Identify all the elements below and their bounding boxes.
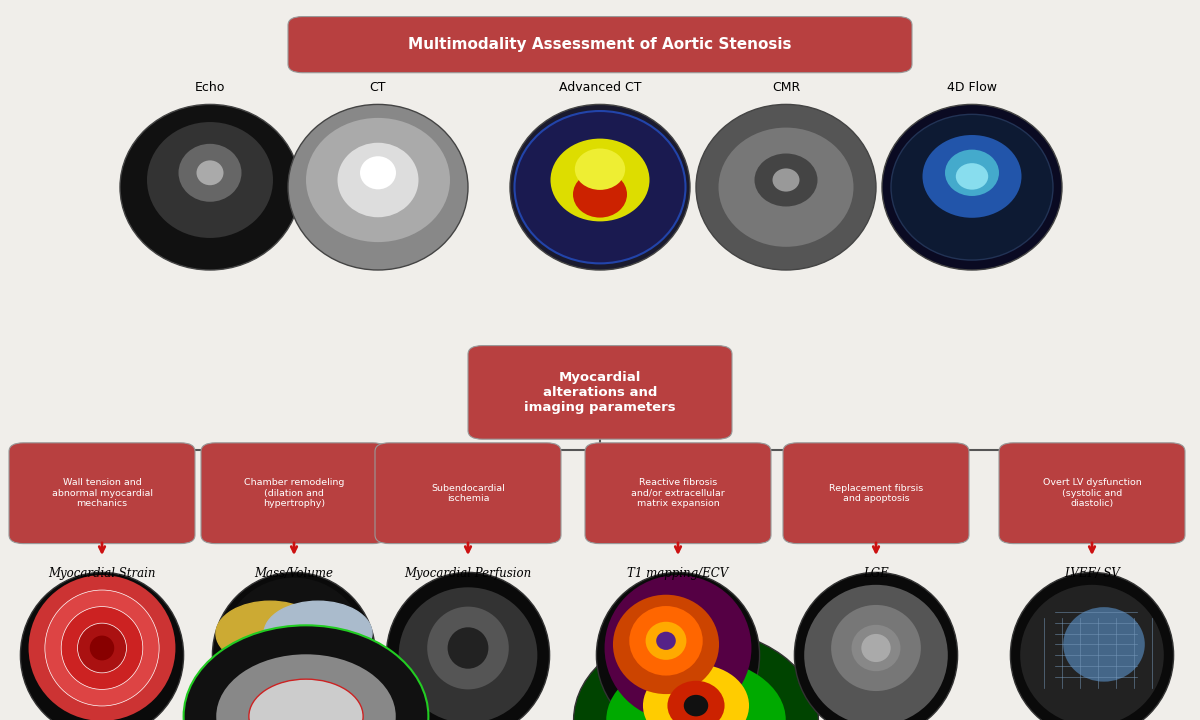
Ellipse shape bbox=[510, 104, 690, 270]
Ellipse shape bbox=[804, 585, 948, 720]
Ellipse shape bbox=[794, 572, 958, 720]
Circle shape bbox=[216, 601, 324, 666]
Ellipse shape bbox=[306, 118, 450, 242]
Ellipse shape bbox=[852, 625, 900, 671]
Ellipse shape bbox=[574, 171, 628, 217]
Ellipse shape bbox=[882, 104, 1062, 270]
Circle shape bbox=[276, 630, 384, 695]
Text: Chamber remodeling
(dilation and
hypertrophy): Chamber remodeling (dilation and hypertr… bbox=[244, 478, 344, 508]
Ellipse shape bbox=[222, 577, 366, 719]
Text: T1 mapping/ECV: T1 mapping/ECV bbox=[628, 567, 728, 580]
Ellipse shape bbox=[29, 575, 175, 720]
Ellipse shape bbox=[667, 681, 725, 720]
Ellipse shape bbox=[596, 572, 760, 720]
Ellipse shape bbox=[684, 695, 708, 716]
Text: Overt LV dysfunction
(systolic and
diastolic): Overt LV dysfunction (systolic and diast… bbox=[1043, 478, 1141, 508]
Ellipse shape bbox=[184, 625, 428, 720]
Text: 4D Flow: 4D Flow bbox=[947, 81, 997, 94]
Ellipse shape bbox=[1063, 607, 1145, 682]
Ellipse shape bbox=[574, 629, 818, 720]
Ellipse shape bbox=[606, 658, 786, 720]
Text: Advanced CT: Advanced CT bbox=[559, 81, 641, 94]
Ellipse shape bbox=[197, 161, 223, 185]
Ellipse shape bbox=[892, 114, 1054, 260]
Ellipse shape bbox=[248, 679, 364, 720]
Ellipse shape bbox=[719, 127, 853, 247]
Ellipse shape bbox=[448, 627, 488, 669]
Ellipse shape bbox=[61, 606, 143, 690]
Ellipse shape bbox=[90, 636, 114, 660]
Ellipse shape bbox=[773, 168, 799, 192]
Ellipse shape bbox=[696, 104, 876, 270]
Ellipse shape bbox=[613, 595, 719, 694]
Ellipse shape bbox=[551, 139, 649, 222]
Text: LVEF/ SV: LVEF/ SV bbox=[1064, 567, 1120, 580]
FancyBboxPatch shape bbox=[374, 443, 562, 544]
Text: CMR: CMR bbox=[772, 81, 800, 94]
Ellipse shape bbox=[148, 122, 274, 238]
Text: LGE: LGE bbox=[863, 567, 889, 580]
Ellipse shape bbox=[862, 634, 890, 662]
Ellipse shape bbox=[643, 664, 749, 720]
Ellipse shape bbox=[575, 148, 625, 190]
Ellipse shape bbox=[44, 590, 160, 706]
Circle shape bbox=[234, 641, 330, 698]
Ellipse shape bbox=[398, 588, 538, 720]
Ellipse shape bbox=[832, 605, 920, 691]
Ellipse shape bbox=[216, 654, 396, 720]
FancyBboxPatch shape bbox=[10, 443, 194, 544]
Ellipse shape bbox=[629, 606, 703, 675]
Ellipse shape bbox=[1020, 585, 1164, 720]
Ellipse shape bbox=[179, 144, 241, 202]
Text: CT: CT bbox=[370, 81, 386, 94]
Text: Myocardial Perfusion: Myocardial Perfusion bbox=[404, 567, 532, 580]
Circle shape bbox=[264, 601, 372, 666]
Text: Myocardial
alterations and
imaging parameters: Myocardial alterations and imaging param… bbox=[524, 371, 676, 414]
FancyBboxPatch shape bbox=[584, 443, 772, 544]
Ellipse shape bbox=[386, 572, 550, 720]
Ellipse shape bbox=[120, 104, 300, 270]
Ellipse shape bbox=[78, 624, 126, 672]
Ellipse shape bbox=[923, 135, 1021, 218]
Ellipse shape bbox=[1010, 572, 1174, 720]
Text: Subendocardial
ischemia: Subendocardial ischemia bbox=[431, 484, 505, 503]
Text: Wall tension and
abnormal myocardial
mechanics: Wall tension and abnormal myocardial mec… bbox=[52, 478, 152, 508]
FancyBboxPatch shape bbox=[784, 443, 970, 544]
Ellipse shape bbox=[605, 575, 751, 720]
Ellipse shape bbox=[360, 156, 396, 189]
Ellipse shape bbox=[427, 606, 509, 690]
FancyBboxPatch shape bbox=[288, 17, 912, 73]
FancyBboxPatch shape bbox=[998, 443, 1186, 544]
Ellipse shape bbox=[515, 111, 685, 264]
Ellipse shape bbox=[956, 163, 989, 189]
FancyBboxPatch shape bbox=[468, 346, 732, 439]
Text: Multimodality Assessment of Aortic Stenosis: Multimodality Assessment of Aortic Steno… bbox=[408, 37, 792, 52]
Ellipse shape bbox=[212, 572, 376, 720]
Ellipse shape bbox=[646, 622, 686, 660]
Text: Echo: Echo bbox=[194, 81, 226, 94]
Text: Myocardial Strain: Myocardial Strain bbox=[48, 567, 156, 580]
FancyBboxPatch shape bbox=[200, 443, 386, 544]
Ellipse shape bbox=[656, 631, 676, 650]
Text: Mass/Volume: Mass/Volume bbox=[254, 567, 334, 580]
Ellipse shape bbox=[20, 572, 184, 720]
Text: Replacement fibrsis
and apoptosis: Replacement fibrsis and apoptosis bbox=[829, 484, 923, 503]
Ellipse shape bbox=[946, 150, 1000, 196]
Ellipse shape bbox=[755, 153, 817, 207]
Text: Reactive fibrosis
and/or extracellular
matrix expansion: Reactive fibrosis and/or extracellular m… bbox=[631, 478, 725, 508]
Ellipse shape bbox=[337, 143, 419, 217]
Ellipse shape bbox=[288, 104, 468, 270]
